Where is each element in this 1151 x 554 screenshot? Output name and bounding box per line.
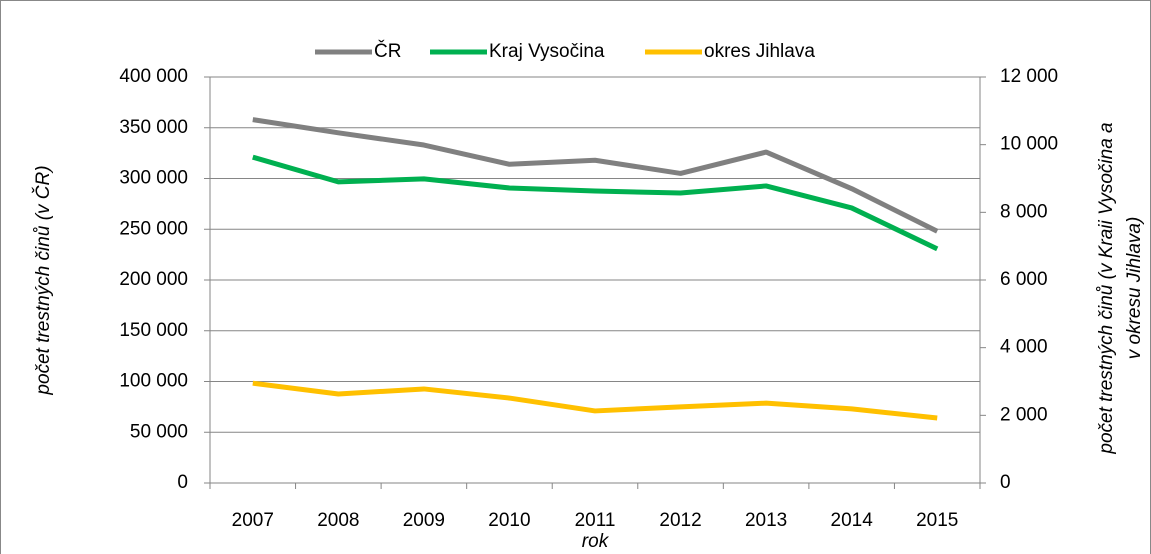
y-tick-label: 300 000	[119, 168, 188, 189]
y-tick-label: 250 000	[119, 218, 188, 239]
x-tick-label: 2008	[317, 510, 359, 531]
y-tick-label: 50 000	[130, 421, 188, 442]
y2-tick-label: 12 000	[1000, 66, 1058, 87]
series-line	[252, 154, 939, 252]
y2-axis-label: v okresu Jihlava)	[1124, 217, 1145, 360]
x-tick-label: 2009	[403, 510, 445, 531]
y-tick-label: 400 000	[119, 66, 188, 87]
x-axis-label: rok	[582, 531, 610, 552]
y-tick-label: 0	[177, 472, 188, 493]
x-tick-label: 2010	[488, 510, 530, 531]
x-tick-label: 2007	[232, 510, 274, 531]
y-tick-label: 350 000	[119, 117, 188, 138]
x-tick-label: 2014	[831, 510, 874, 531]
y2-axis-label: počet trestných činů (v Kraii Vysočina a	[1096, 122, 1117, 454]
y2-tick-label: 0	[1000, 472, 1011, 493]
series-line	[252, 380, 938, 421]
y2-tick-label: 8 000	[1000, 201, 1048, 222]
legend-label: Kraj Vysočina	[489, 41, 605, 62]
y-tick-label: 150 000	[119, 320, 188, 341]
y-axis-label: počet trestných činů (v ČR)	[32, 165, 54, 395]
y-tick-label: 100 000	[119, 371, 188, 392]
x-tick-label: 2013	[745, 510, 787, 531]
y2-tick-label: 2 000	[1000, 404, 1048, 425]
x-tick-label: 2012	[659, 510, 701, 531]
y2-tick-label: 4 000	[1000, 337, 1048, 358]
x-tick-label: 2011	[575, 510, 616, 531]
x-tick-label: 2015	[916, 510, 958, 531]
y-tick-label: 200 000	[119, 269, 188, 290]
y2-tick-label: 6 000	[1000, 269, 1048, 290]
legend-label: okres Jihlava	[704, 41, 815, 62]
legend-label: ČR	[374, 40, 401, 62]
y2-tick-label: 10 000	[1000, 134, 1058, 155]
series-line	[252, 117, 939, 234]
